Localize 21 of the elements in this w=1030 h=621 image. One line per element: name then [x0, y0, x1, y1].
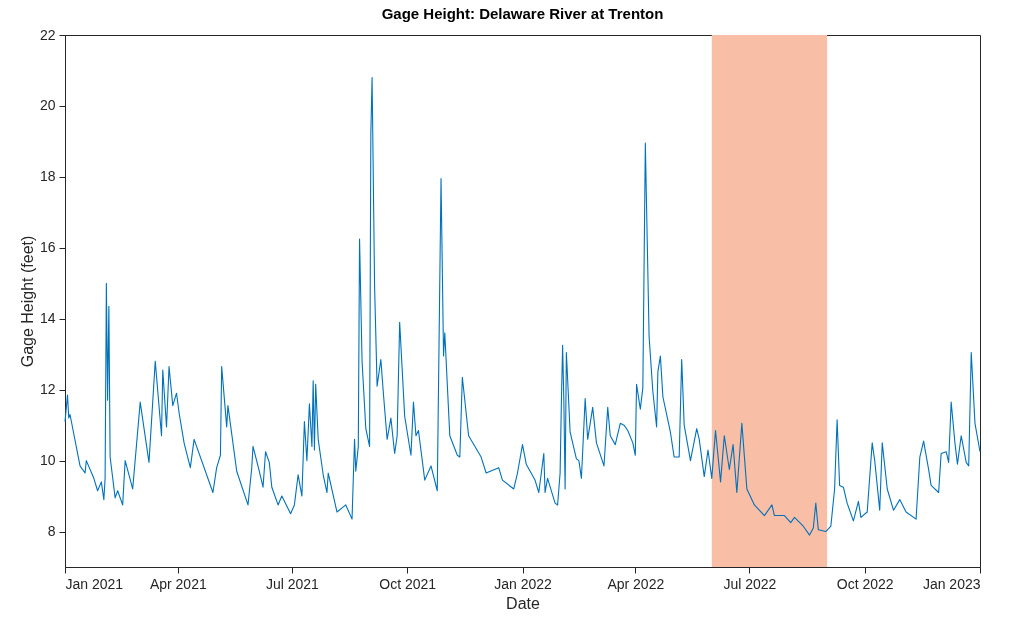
- y-tick-label: 20: [39, 97, 56, 114]
- y-tick-label: 18: [39, 168, 56, 185]
- y-tick-label: 14: [39, 310, 56, 327]
- x-tick-label: Jan 2021: [65, 575, 124, 592]
- x-tick-label: Jan 2023: [922, 575, 981, 592]
- y-axis-title: Gage Height (feet): [18, 235, 36, 368]
- x-tick-label: Jan 2022: [494, 575, 553, 592]
- x-tick-label: Oct 2022: [836, 575, 894, 592]
- x-axis-title: Date: [506, 594, 540, 612]
- y-tick-label: 10: [39, 452, 56, 469]
- x-tick-label: Jul 2021: [265, 575, 320, 592]
- line-series: [64, 77, 981, 536]
- x-tick-label: Apr 2021: [149, 575, 207, 592]
- y-tick-label: 22: [39, 26, 56, 43]
- chart-title: Gage Height: Delaware River at Trenton: [381, 5, 664, 22]
- x-tick-label: Jul 2022: [723, 575, 777, 592]
- y-tick-label: 8: [47, 523, 56, 540]
- x-tick-label: Oct 2021: [379, 575, 437, 592]
- x-tick-label: Apr 2022: [607, 575, 665, 592]
- y-tick-label: 16: [39, 239, 56, 256]
- y-tick-label: 12: [39, 381, 56, 398]
